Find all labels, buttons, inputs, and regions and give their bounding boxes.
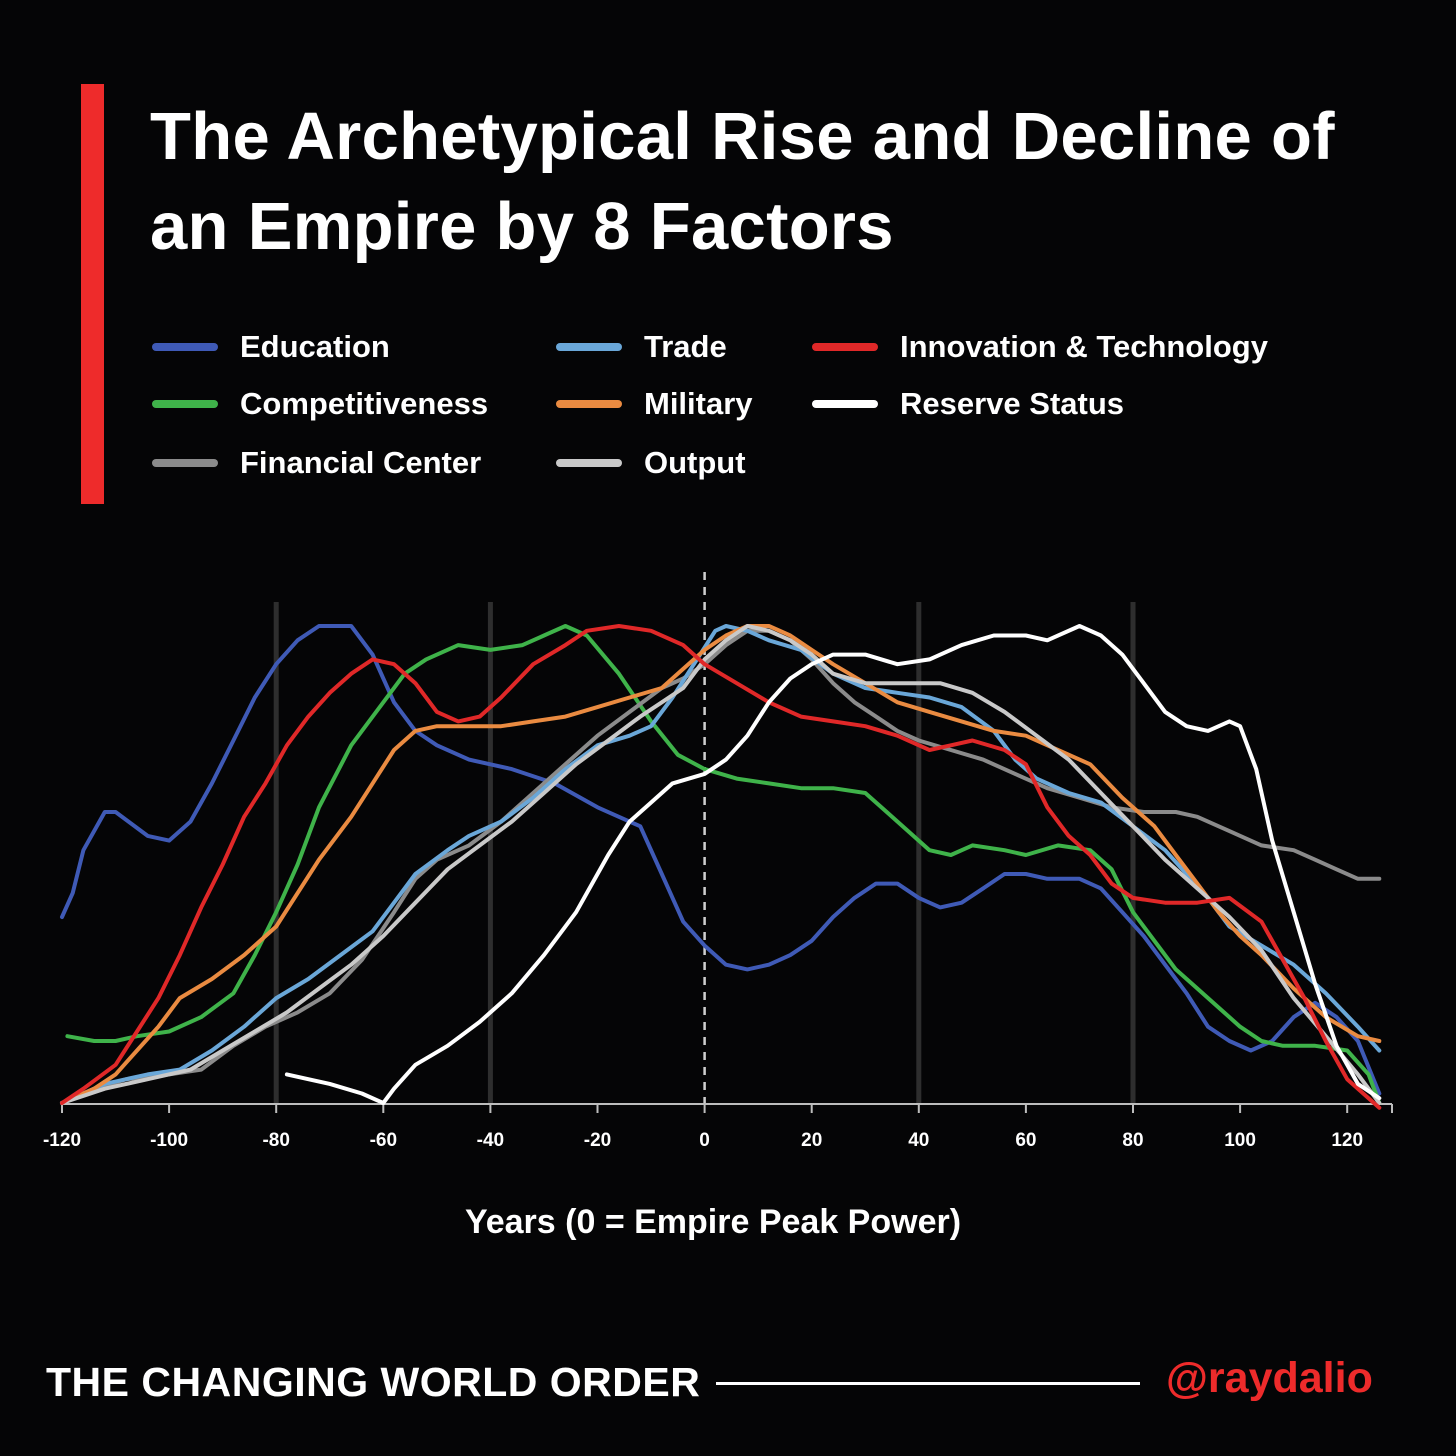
x-tick-label: 120 bbox=[1331, 1130, 1363, 1151]
x-tick-label: -40 bbox=[477, 1130, 504, 1151]
x-tick-label: -80 bbox=[262, 1130, 289, 1151]
page-title: The Archetypical Rise and Decline of an … bbox=[150, 99, 1335, 264]
series-line-trade bbox=[60, 624, 1382, 1105]
legend-item-innovation-technology: Innovation & Technology bbox=[812, 327, 1268, 367]
legend-label: Competitiveness bbox=[240, 386, 489, 421]
x-tick-label: 100 bbox=[1224, 1130, 1256, 1151]
legend-item-reserve-status: Reserve Status bbox=[812, 384, 1124, 424]
x-tick-label: 20 bbox=[801, 1130, 822, 1151]
legend-swatch bbox=[556, 459, 622, 467]
legend-label: Reserve Status bbox=[900, 386, 1125, 421]
x-tick-label: -20 bbox=[584, 1130, 611, 1151]
series-line-financial-center bbox=[60, 628, 1382, 1105]
legend-item-financial-center: Financial Center bbox=[152, 443, 481, 483]
x-tick-label: 40 bbox=[908, 1130, 929, 1151]
chart: -120 -100 -80 -60 -40 -20 0 20 40 60 80 100 120 bbox=[43, 572, 1393, 1151]
series-line-innovation-technology bbox=[60, 624, 1382, 1110]
x-tick-label: 60 bbox=[1015, 1130, 1036, 1151]
series-line-output bbox=[60, 624, 1382, 1105]
legend-swatch bbox=[556, 343, 622, 351]
legend-label: Innovation & Technology bbox=[900, 329, 1268, 364]
legend-item-competitiveness: Competitiveness bbox=[152, 384, 488, 424]
legend-item-output: Output bbox=[556, 443, 746, 483]
legend-swatch bbox=[152, 400, 218, 408]
legend-label: Output bbox=[644, 445, 746, 480]
x-tick-label: -120 bbox=[43, 1130, 81, 1151]
series-line-reserve-status bbox=[284, 624, 1382, 1105]
legend-label: Trade bbox=[644, 329, 727, 364]
legend-swatch bbox=[152, 343, 218, 351]
series-line-education bbox=[60, 624, 1382, 1096]
legend-label: Education bbox=[240, 329, 390, 364]
x-axis-label: Years (0 = Empire Peak Power) bbox=[464, 1203, 962, 1241]
x-tick-label: 0 bbox=[699, 1130, 710, 1151]
x-tick-label: 80 bbox=[1122, 1130, 1143, 1151]
footer-divider bbox=[716, 1382, 1140, 1385]
legend-swatch bbox=[556, 400, 622, 408]
series-line-military bbox=[60, 624, 1382, 1105]
footer-handle: @raydalio bbox=[1166, 1354, 1373, 1402]
legend-label: Military bbox=[644, 386, 753, 421]
footer-series-title: THE CHANGING WORLD ORDER bbox=[46, 1359, 701, 1405]
accent-bar bbox=[81, 84, 104, 504]
legend-item-trade: Trade bbox=[556, 327, 727, 367]
x-tick-label: -100 bbox=[150, 1130, 188, 1151]
legend-swatch bbox=[152, 459, 218, 467]
legend-item-military: Military bbox=[556, 384, 753, 424]
series-line-competitiveness bbox=[65, 624, 1382, 1105]
legend-item-education: Education bbox=[152, 327, 390, 367]
legend-swatch bbox=[812, 343, 878, 351]
x-tick-label: -60 bbox=[370, 1130, 397, 1151]
legend-label: Financial Center bbox=[240, 445, 482, 480]
legend-swatch bbox=[812, 400, 878, 408]
